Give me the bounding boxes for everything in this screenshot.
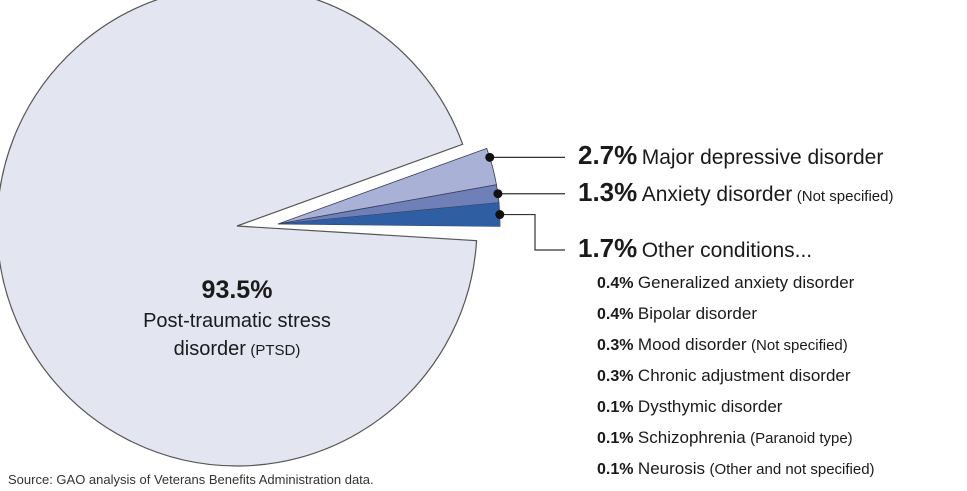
value-label: 1.7% [578,233,638,263]
breakdown-value: 0.1% [597,399,634,416]
breakdown-item: 0.3% Mood disorder (Not specified) [597,335,848,355]
breakdown-name: Schizophrenia [637,428,746,447]
slice-label: 1.7% Other conditions... [578,233,812,264]
sub-slice [278,222,500,224]
breakdown-name: Chronic adjustment disorder [637,366,851,385]
breakdown-value: 0.3% [597,337,634,354]
source-note: Source: GAO analysis of Veterans Benefit… [8,472,374,487]
breakdown-value: 0.1% [597,430,634,447]
slice-name: Post-traumatic stress disorder [143,310,331,360]
breakdown-name: Dysthymic disorder [637,397,783,416]
slice-label: 2.7% Major depressive disorder [578,140,883,171]
slice-label: 1.3% Anxiety disorder (Not specified) [578,177,893,208]
breakdown-note: (Other and not specified) [709,461,875,478]
sub-slice [278,213,500,224]
breakdown-name: Mood disorder [637,335,747,354]
slice-note: (Not specified) [796,187,894,205]
value-label: 93.5% [201,276,273,304]
value-label: 1.3% [578,176,638,207]
breakdown-item: 0.1% Schizophrenia (Paranoid type) [597,428,853,448]
breakdown-item: 0.1% Dysthymic disorder [597,397,782,417]
breakdown-value: 0.1% [597,461,634,478]
slice-name: Major depressive disorder [641,146,884,170]
breakdown-note: (Not specified) [751,337,848,354]
leader-dot [495,210,505,220]
breakdown-note: (Paranoid type) [750,430,853,447]
sub-slice [278,224,500,227]
slice-name: Anxiety disorder [641,182,793,206]
sub-slice [278,202,500,224]
ptsd-label: 93.5% Post-traumatic stress disorder (PT… [132,276,342,363]
breakdown-item: 0.3% Chronic adjustment disorder [597,366,851,386]
value-label: 2.7% [578,140,638,171]
breakdown-item: 0.4% Generalized anxiety disorder [597,273,854,293]
pie-slice [0,0,478,467]
sub-slice [278,223,501,226]
breakdown-value: 0.3% [597,368,634,385]
breakdown-value: 0.4% [597,275,634,292]
breakdown-value: 0.4% [597,306,634,323]
sub-slice [278,208,500,224]
leader-dot [493,189,503,199]
sub-slice [278,218,500,224]
leader-line [499,213,565,251]
slice-name: Other conditions... [641,239,813,262]
leader-dot [485,152,495,162]
breakdown-item: 0.1% Neurosis (Other and not specified) [597,459,875,479]
breakdown-name: Generalized anxiety disorder [637,273,855,292]
breakdown-item: 0.4% Bipolar disorder [597,304,757,324]
breakdown-name: Bipolar disorder [637,304,757,323]
slice-note: (PTSD) [250,342,301,359]
breakdown-name: Neurosis [637,459,706,478]
